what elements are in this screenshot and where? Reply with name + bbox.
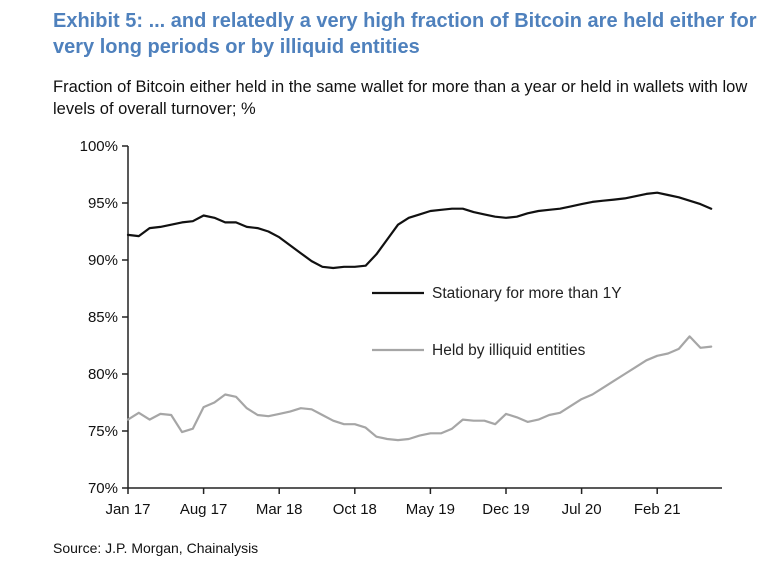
y-axis: 70% 75% 80% 85% 90% 95% 100% bbox=[80, 138, 129, 497]
y-tick-label: 95% bbox=[88, 195, 118, 212]
y-tick-label: 90% bbox=[88, 252, 118, 269]
x-tick-label: May 19 bbox=[406, 501, 455, 518]
x-axis: Jan 17 Aug 17 Mar 18 Oct 18 May 19 Dec 19 Jul … bbox=[105, 487, 722, 518]
x-tick-label: Jan 17 bbox=[105, 501, 150, 518]
y-tick-label: 85% bbox=[88, 309, 118, 326]
x-tick-label: Jul 20 bbox=[562, 501, 602, 518]
chart-subtitle: Fraction of Bitcoin either held in the s… bbox=[53, 78, 748, 118]
x-tick-label: Aug 17 bbox=[180, 501, 228, 518]
chart-title: Exhibit 5: ... and relatedly a very high… bbox=[53, 10, 757, 58]
x-tick-label: Oct 18 bbox=[333, 501, 377, 518]
series-line-1 bbox=[126, 335, 713, 442]
y-tick-label: 80% bbox=[88, 366, 118, 383]
y-tick-label: 100% bbox=[80, 138, 118, 155]
y-tick-label: 75% bbox=[88, 423, 118, 440]
x-tick-label: Feb 21 bbox=[634, 501, 681, 518]
series-layer bbox=[126, 191, 713, 442]
series-line-0 bbox=[126, 191, 713, 270]
x-tick-label: Dec 19 bbox=[482, 501, 530, 518]
legend-label: Held by illiquid entities bbox=[432, 342, 586, 359]
y-tick-label: 70% bbox=[88, 480, 118, 497]
x-tick-label: Mar 18 bbox=[256, 501, 303, 518]
legend-label: Stationary for more than 1Y bbox=[432, 285, 622, 302]
source-note: Source: J.P. Morgan, Chainalysis bbox=[53, 540, 259, 556]
legend: Stationary for more than 1Y Held by illiq… bbox=[372, 285, 622, 359]
